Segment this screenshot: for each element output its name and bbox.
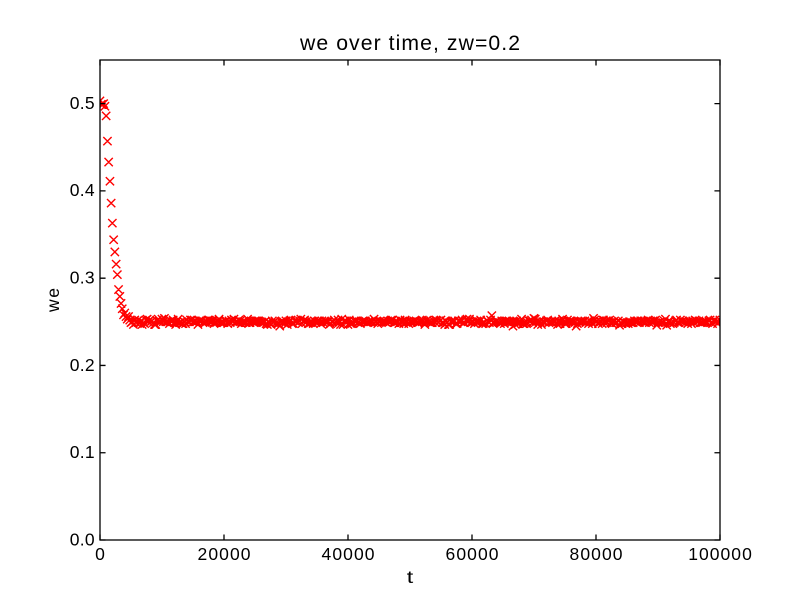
svg-text:0: 0 <box>95 544 105 564</box>
svg-text:0.2: 0.2 <box>70 355 95 375</box>
svg-text:60000: 60000 <box>446 544 499 564</box>
svg-text:0.3: 0.3 <box>70 268 95 288</box>
svg-text:t: t <box>407 567 414 587</box>
svg-text:0.5: 0.5 <box>70 93 95 113</box>
svg-text:80000: 80000 <box>570 544 623 564</box>
svg-text:40000: 40000 <box>322 544 375 564</box>
svg-text:0.1: 0.1 <box>70 442 95 462</box>
svg-text:0.4: 0.4 <box>70 180 95 200</box>
svg-text:we: we <box>43 288 63 313</box>
svg-text:0.0: 0.0 <box>70 529 95 549</box>
svg-text:100000: 100000 <box>688 544 752 564</box>
svg-text:20000: 20000 <box>198 544 251 564</box>
svg-text:we over time, zw=0.2: we over time, zw=0.2 <box>299 32 520 55</box>
